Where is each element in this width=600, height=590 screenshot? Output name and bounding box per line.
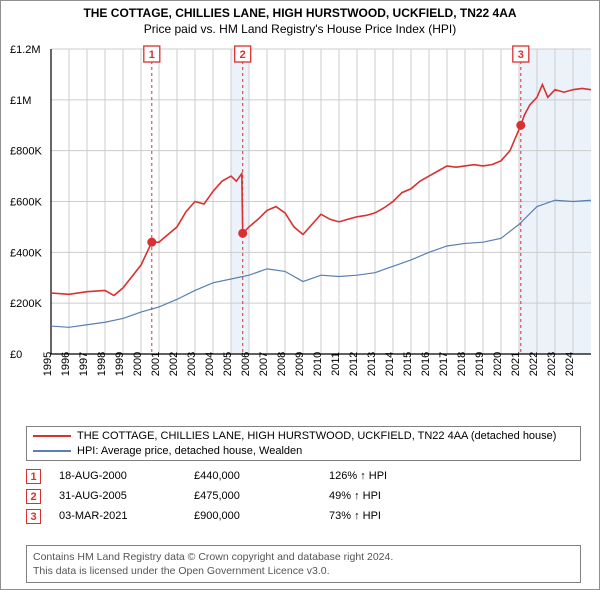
svg-text:2017: 2017 [438,352,450,376]
svg-text:2005: 2005 [222,352,234,376]
svg-text:2015: 2015 [402,352,414,376]
svg-text:3: 3 [518,49,524,61]
svg-text:2014: 2014 [384,352,396,376]
svg-text:2011: 2011 [330,352,342,376]
footer-line-2: This data is licensed under the Open Gov… [33,564,574,578]
svg-text:2016: 2016 [420,352,432,376]
svg-text:£1M: £1M [10,95,31,107]
sale-date: 31-AUG-2005 [59,490,194,502]
svg-text:2008: 2008 [276,352,288,376]
svg-text:£0: £0 [10,349,22,361]
sales-table: 1 18-AUG-2000 £440,000 126% ↑ HPI 2 31-A… [26,466,581,526]
sale-hpi: 73% ↑ HPI [329,510,489,522]
svg-text:£200K: £200K [10,298,42,310]
svg-text:2019: 2019 [474,352,486,376]
sale-marker-box: 2 [26,489,41,504]
sale-price: £440,000 [194,470,329,482]
svg-text:2006: 2006 [240,352,252,376]
sale-hpi: 49% ↑ HPI [329,490,489,502]
svg-text:2023: 2023 [546,352,558,376]
svg-text:1998: 1998 [96,352,108,376]
footer-line-1: Contains HM Land Registry data © Crown c… [33,550,574,564]
svg-text:2010: 2010 [312,352,324,376]
legend-item-2: HPI: Average price, detached house, Weal… [33,444,574,459]
svg-text:2018: 2018 [456,352,468,376]
sale-row: 1 18-AUG-2000 £440,000 126% ↑ HPI [26,466,581,486]
svg-text:2012: 2012 [348,352,360,376]
chart-title: THE COTTAGE, CHILLIES LANE, HIGH HURSTWO… [1,6,599,20]
svg-text:2021: 2021 [510,352,522,376]
legend-swatch-1 [33,435,71,437]
sale-row: 3 03-MAR-2021 £900,000 73% ↑ HPI [26,506,581,526]
svg-text:2020: 2020 [492,352,504,376]
svg-text:2007: 2007 [258,352,270,376]
sale-marker-box: 3 [26,509,41,524]
sale-hpi: 126% ↑ HPI [329,470,489,482]
legend-label-1: THE COTTAGE, CHILLIES LANE, HIGH HURSTWO… [77,430,556,442]
sale-date: 03-MAR-2021 [59,510,194,522]
legend-box: THE COTTAGE, CHILLIES LANE, HIGH HURSTWO… [26,426,581,461]
sale-row: 2 31-AUG-2005 £475,000 49% ↑ HPI [26,486,581,506]
svg-text:1997: 1997 [78,352,90,376]
figure-container: THE COTTAGE, CHILLIES LANE, HIGH HURSTWO… [0,0,600,590]
svg-text:1996: 1996 [60,352,72,376]
svg-text:2003: 2003 [186,352,198,376]
legend-swatch-2 [33,450,71,452]
chart-subtitle: Price paid vs. HM Land Registry's House … [1,22,599,36]
svg-text:2001: 2001 [150,352,162,376]
svg-text:1999: 1999 [114,352,126,376]
sale-price: £475,000 [194,490,329,502]
svg-text:2002: 2002 [168,352,180,376]
svg-text:2022: 2022 [528,352,540,376]
sale-marker-box: 1 [26,469,41,484]
sale-price: £900,000 [194,510,329,522]
svg-text:£1.2M: £1.2M [10,44,41,56]
svg-text:2004: 2004 [204,352,216,376]
svg-text:2024: 2024 [564,352,576,376]
svg-text:1: 1 [149,49,155,61]
svg-text:2013: 2013 [366,352,378,376]
svg-text:2: 2 [240,49,246,61]
svg-text:1995: 1995 [42,352,54,376]
chart-svg: £0 £200K £400K £600K £800K £1M £1.2M 1995 1996 19… [6,39,596,419]
svg-text:£400K: £400K [10,247,42,259]
footer-attribution: Contains HM Land Registry data © Crown c… [26,545,581,583]
svg-text:2009: 2009 [294,352,306,376]
legend-item-1: THE COTTAGE, CHILLIES LANE, HIGH HURSTWO… [33,429,574,444]
svg-text:£800K: £800K [10,146,42,158]
svg-text:£600K: £600K [10,197,42,209]
sale-date: 18-AUG-2000 [59,470,194,482]
svg-text:2000: 2000 [132,352,144,376]
legend-label-2: HPI: Average price, detached house, Weal… [77,445,302,457]
